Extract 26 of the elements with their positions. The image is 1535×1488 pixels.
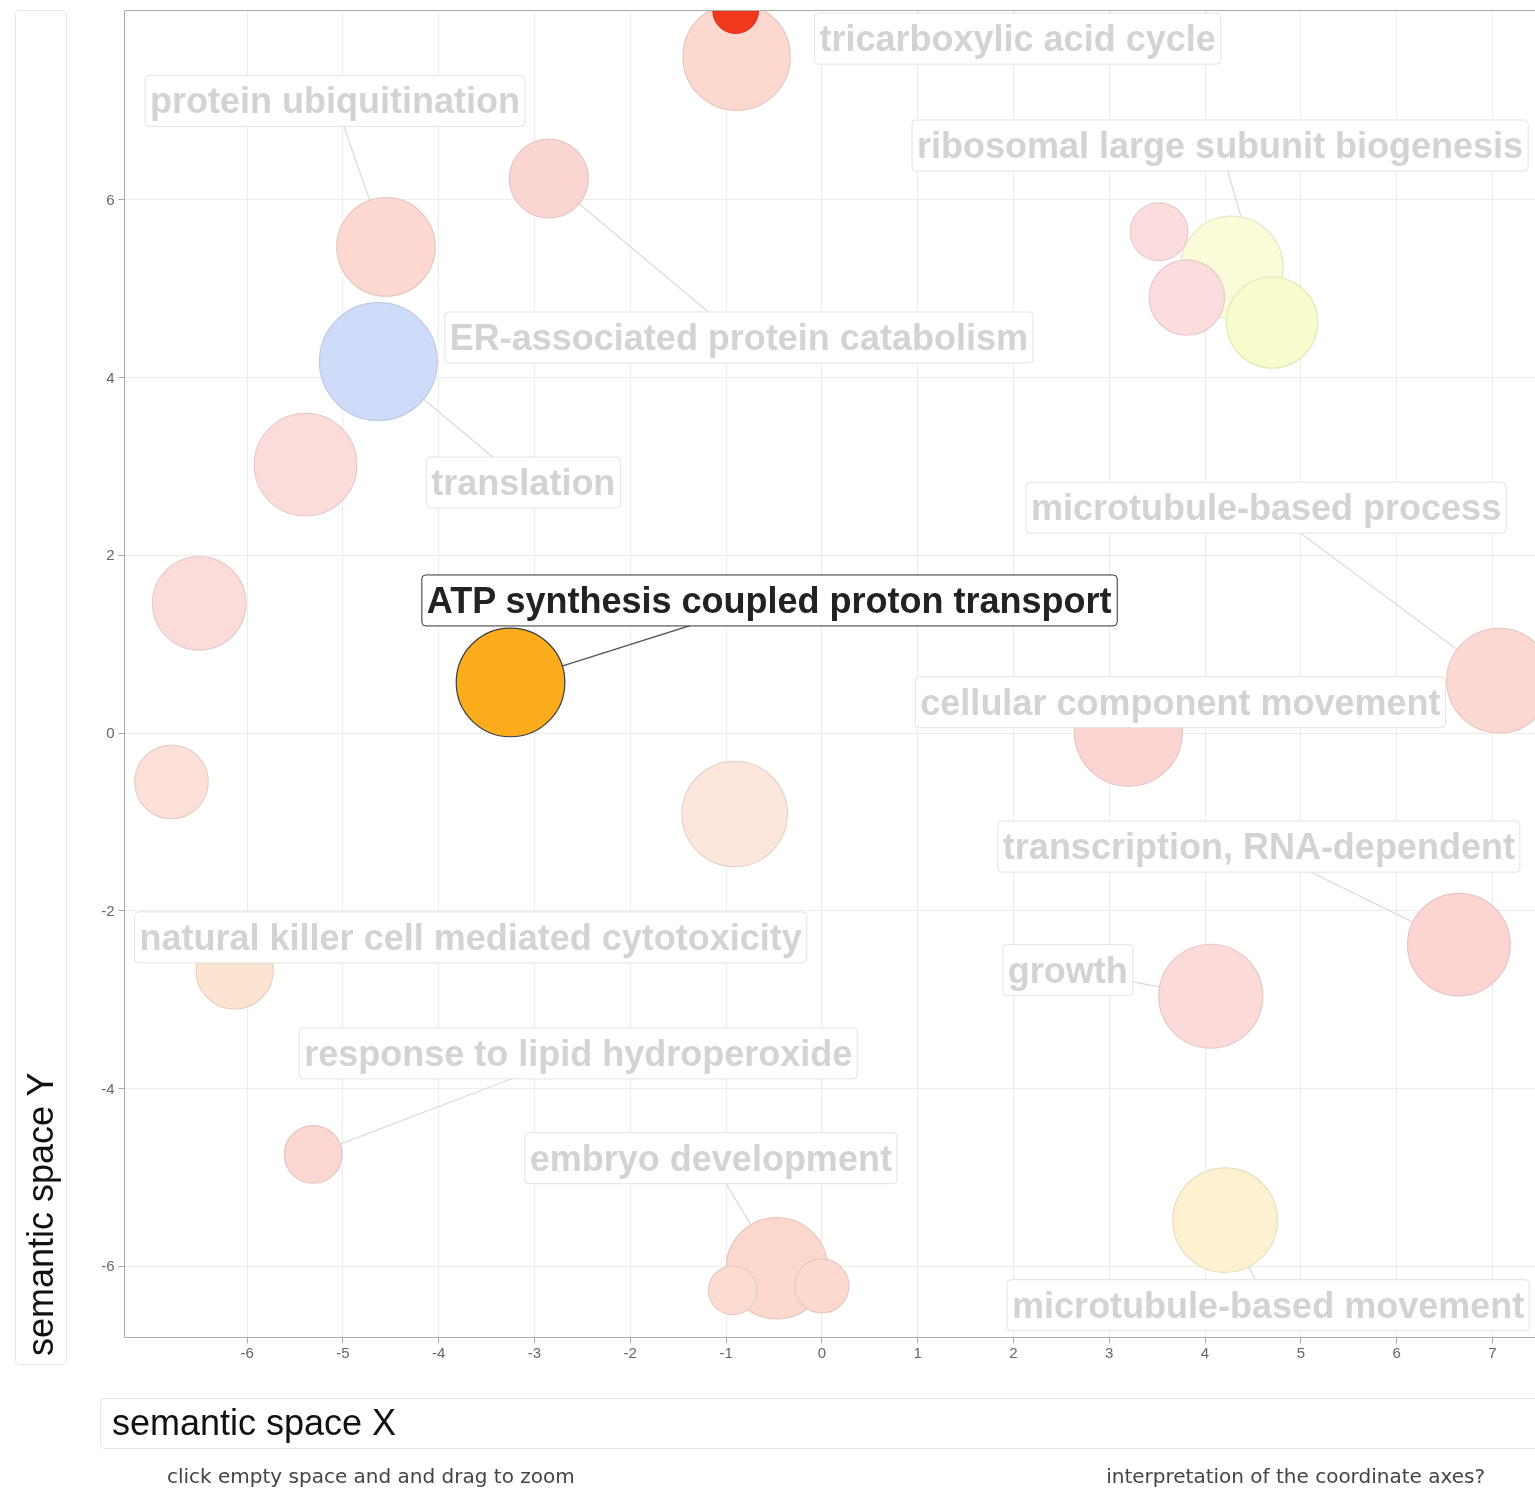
x-tick-label: 7 (1488, 1343, 1497, 1361)
x-tick-label: 1 (913, 1343, 922, 1361)
y-tick-label: 6 (106, 190, 115, 208)
x-tick-label: 3 (1105, 1343, 1114, 1361)
x-tick-label: -6 (240, 1343, 254, 1361)
x-tick-label: 0 (817, 1343, 827, 1361)
y-tick-label: 0 (106, 724, 115, 742)
y-tick-label: 2 (106, 546, 115, 564)
annotation: ATP synthesis coupled proton transport (426, 579, 1112, 621)
x-tick-label: 4 (1200, 1343, 1210, 1361)
x-tick-label: 2 (1009, 1343, 1018, 1361)
x-tick-label: -1 (719, 1343, 733, 1361)
x-tick-label: 5 (1296, 1343, 1305, 1361)
x-tick-label: -3 (527, 1343, 542, 1361)
y-tick-label: -2 (101, 901, 115, 919)
text: interpretation of the coordinate axes? (1106, 1464, 1485, 1488)
x-tick-label: -5 (336, 1343, 350, 1361)
x-tick-label: -2 (623, 1343, 637, 1361)
x-tick-label: -4 (432, 1343, 446, 1361)
y-axis-title: semantic space Y (19, 1072, 62, 1356)
text: click empty space and and drag to zoom (167, 1464, 575, 1488)
y-tick-label: -6 (101, 1257, 115, 1275)
y-tick-label: 4 (106, 368, 115, 386)
y-tick-label: -4 (101, 1079, 115, 1097)
x-axis-title: semantic space X (112, 1401, 397, 1445)
x-tick-label: 6 (1392, 1343, 1401, 1361)
